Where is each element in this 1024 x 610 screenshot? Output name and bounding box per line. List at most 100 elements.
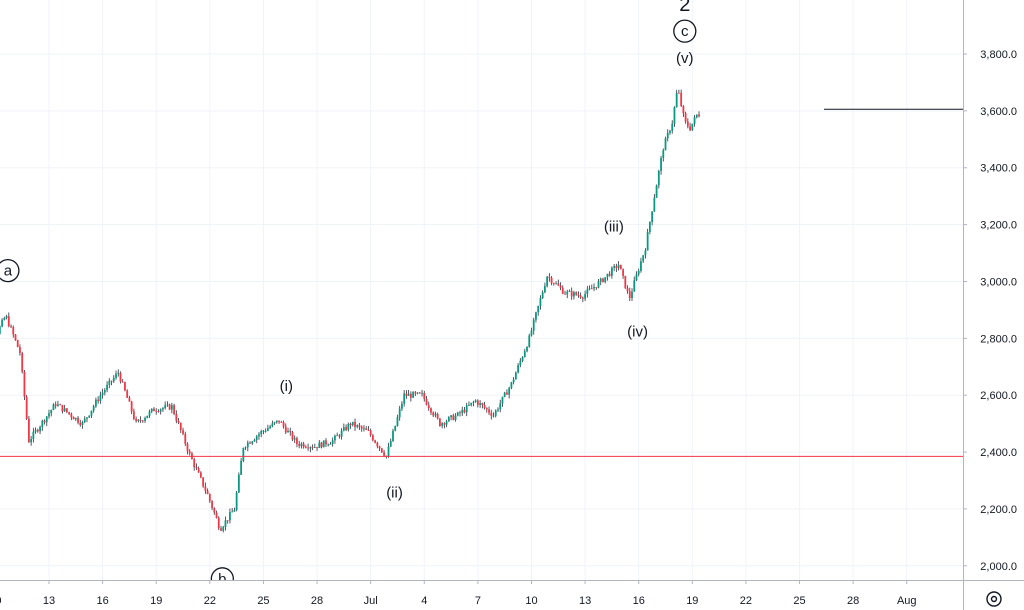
candle bbox=[206, 488, 209, 495]
candle-body bbox=[376, 442, 379, 447]
candle-body bbox=[150, 408, 153, 412]
candle bbox=[182, 427, 184, 436]
candle-body bbox=[72, 417, 75, 420]
candle-body bbox=[528, 335, 531, 347]
candle-body bbox=[334, 435, 336, 441]
candle-body bbox=[506, 392, 508, 395]
candle bbox=[197, 466, 200, 473]
candle-body bbox=[655, 185, 658, 198]
candle-body bbox=[188, 451, 191, 454]
candle bbox=[443, 422, 446, 429]
x-tick-label: 28 bbox=[311, 595, 323, 607]
candle bbox=[264, 428, 267, 433]
candle bbox=[255, 435, 258, 444]
candle bbox=[300, 442, 303, 449]
candle bbox=[307, 443, 310, 451]
candle bbox=[226, 520, 229, 524]
candle-body bbox=[695, 114, 698, 118]
candle-body bbox=[586, 289, 589, 295]
y-tick-label: 2,000.0 bbox=[980, 561, 1017, 573]
candle-body bbox=[461, 409, 464, 414]
candle bbox=[27, 416, 30, 443]
candle-body bbox=[561, 287, 564, 294]
candle-body bbox=[287, 430, 289, 433]
candle-body bbox=[599, 278, 602, 282]
candle-body bbox=[103, 390, 106, 393]
candle-body bbox=[548, 276, 551, 278]
candle-body bbox=[313, 447, 316, 448]
x-tick-label: 10 bbox=[525, 595, 537, 607]
candle bbox=[278, 420, 280, 424]
wave-text: (i) bbox=[280, 378, 293, 395]
candle-body bbox=[170, 405, 173, 410]
candle-body bbox=[613, 266, 616, 268]
candle bbox=[494, 409, 497, 418]
candle-body bbox=[32, 431, 35, 440]
candle bbox=[588, 285, 591, 291]
candle-body bbox=[383, 452, 385, 456]
wave-text: (ii) bbox=[386, 484, 403, 501]
candle bbox=[155, 408, 158, 415]
candle-body bbox=[284, 426, 287, 433]
candle bbox=[208, 493, 211, 503]
candle bbox=[608, 271, 611, 277]
candle bbox=[112, 375, 115, 383]
candle-body bbox=[409, 393, 412, 398]
candle-body bbox=[414, 392, 417, 394]
candle-body bbox=[492, 415, 495, 417]
candle-body bbox=[693, 117, 696, 124]
candle bbox=[430, 407, 432, 415]
candle bbox=[54, 401, 57, 409]
settings-button[interactable] bbox=[986, 591, 1002, 607]
candle-body bbox=[224, 520, 227, 528]
candle-body bbox=[604, 277, 607, 283]
candle bbox=[537, 305, 540, 316]
candle bbox=[644, 248, 647, 259]
candle bbox=[508, 386, 511, 399]
candle bbox=[378, 445, 381, 451]
y-tick-label: 3,400.0 bbox=[980, 163, 1017, 175]
candle bbox=[421, 389, 423, 397]
candle bbox=[521, 356, 524, 363]
candle bbox=[110, 380, 113, 386]
candle-body bbox=[530, 330, 533, 336]
candle bbox=[117, 369, 120, 377]
candle bbox=[222, 525, 225, 533]
candle bbox=[657, 169, 660, 189]
y-axis[interactable]: 2,000.0 2,200.0 2,400.0 2,600.0 2,800.0 3,000… bbox=[963, 0, 1024, 610]
candle-body bbox=[117, 372, 120, 374]
candle-body bbox=[251, 441, 254, 444]
candle-body bbox=[698, 114, 700, 117]
x-axis[interactable]: 10 13 16 19 22 25 28 Jul 4 7 10 13 16 19 22 25 28 Aug bbox=[0, 580, 1024, 610]
x-tick-label: 19 bbox=[686, 595, 698, 607]
wave-circle bbox=[0, 258, 20, 283]
candle bbox=[436, 412, 439, 420]
candle bbox=[150, 408, 153, 414]
candle bbox=[322, 440, 325, 448]
candle bbox=[387, 442, 390, 458]
candle-body bbox=[615, 266, 618, 269]
candle-body bbox=[231, 511, 234, 513]
candle-body bbox=[19, 347, 21, 354]
candle bbox=[157, 409, 160, 413]
candle-body bbox=[434, 414, 437, 416]
candle-body bbox=[269, 426, 272, 429]
candle-body bbox=[166, 404, 169, 406]
candle-body bbox=[121, 381, 124, 383]
candle bbox=[70, 412, 73, 421]
candle-body bbox=[581, 297, 584, 299]
candle bbox=[566, 289, 569, 299]
candle-body bbox=[237, 474, 240, 493]
candle-body bbox=[535, 312, 537, 320]
candle bbox=[660, 155, 662, 175]
candle-body bbox=[430, 408, 432, 413]
candle bbox=[115, 370, 117, 380]
candle bbox=[275, 420, 278, 424]
candle bbox=[173, 403, 175, 416]
candle-body bbox=[336, 435, 339, 437]
candle-body bbox=[358, 425, 361, 427]
x-tick-label: 28 bbox=[847, 595, 859, 607]
y-tick-label: 2,800.0 bbox=[980, 333, 1017, 345]
x-tick-label: 7 bbox=[475, 595, 481, 607]
candle-body bbox=[278, 420, 280, 423]
